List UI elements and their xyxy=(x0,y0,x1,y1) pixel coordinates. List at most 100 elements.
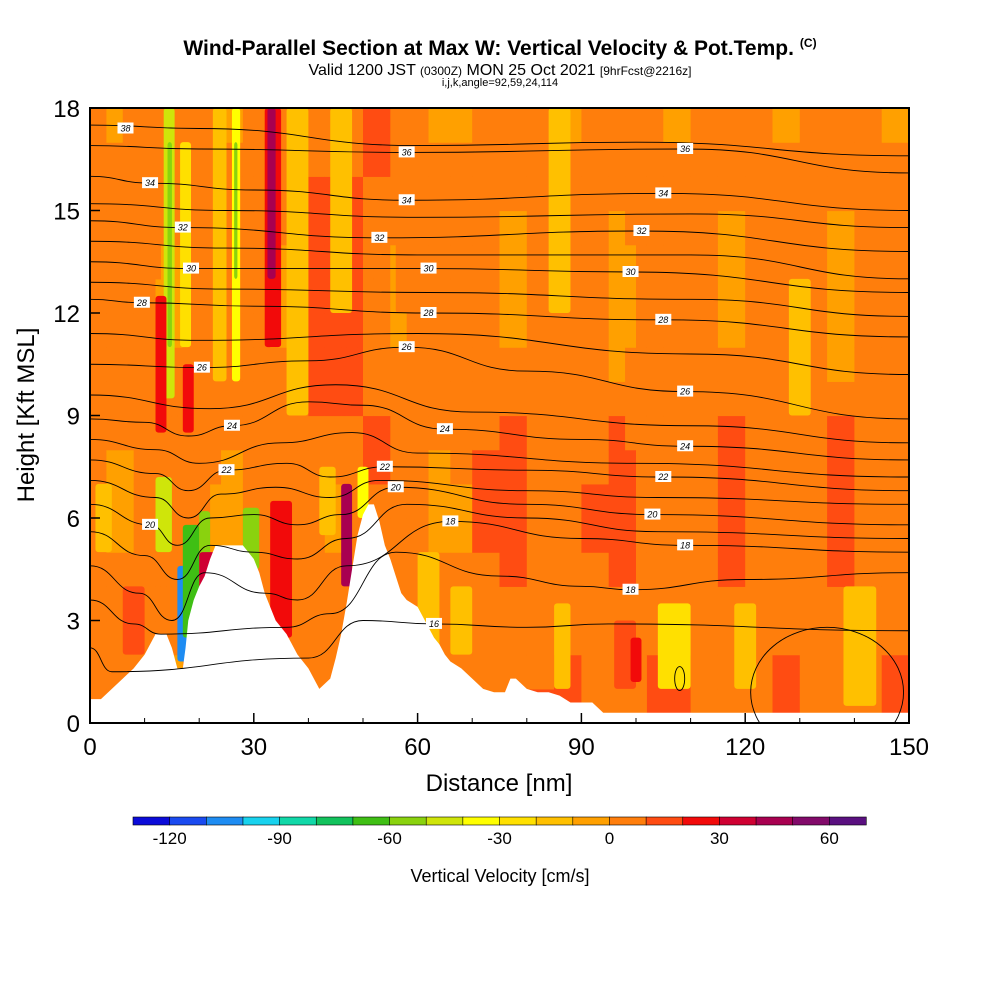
w-cell xyxy=(188,176,195,212)
w-cell xyxy=(881,108,909,143)
w-cell xyxy=(264,518,271,553)
w-cell xyxy=(406,415,430,451)
w-cell xyxy=(799,654,828,690)
w-cell xyxy=(472,313,501,348)
w-cell xyxy=(133,415,146,451)
w-cell xyxy=(499,449,528,485)
w-cell xyxy=(581,278,610,314)
w-cell xyxy=(150,415,157,451)
w-feature xyxy=(330,108,353,313)
w-cell xyxy=(827,415,855,451)
w-cell xyxy=(324,381,342,417)
w-cell xyxy=(160,415,168,451)
w-cell xyxy=(199,244,211,280)
w-cell xyxy=(745,415,774,451)
w-cell xyxy=(526,654,555,690)
w-cell xyxy=(854,313,883,348)
w-cell xyxy=(625,210,637,246)
w-cell xyxy=(608,449,626,485)
w-cell xyxy=(122,176,135,212)
w-cell xyxy=(144,278,151,314)
w-cell xyxy=(133,244,146,280)
w-cell xyxy=(881,483,909,519)
w-cell xyxy=(428,313,451,348)
theta-contour-25 xyxy=(90,384,909,444)
w-cell xyxy=(581,381,610,417)
w-cell xyxy=(199,449,211,485)
w-cell xyxy=(881,449,909,485)
w-cell xyxy=(352,483,359,519)
w-cell xyxy=(499,586,528,622)
chart-title: Wind-Parallel Section at Max W: Vertical… xyxy=(0,36,1000,61)
w-cell xyxy=(472,415,501,451)
w-cell xyxy=(171,449,178,485)
contour-label: 18 xyxy=(445,516,455,526)
w-cell xyxy=(854,210,883,246)
contour-label-bg xyxy=(655,471,672,482)
w-cell xyxy=(297,483,309,519)
w-cell xyxy=(772,176,801,212)
w-cell xyxy=(608,586,626,622)
w-cell xyxy=(133,142,146,177)
colorbar-swatch xyxy=(352,816,391,826)
w-cell xyxy=(144,313,151,348)
w-cell xyxy=(122,552,135,587)
w-cell xyxy=(188,415,195,451)
y-tick-label: 15 xyxy=(53,199,80,226)
w-cell xyxy=(155,415,162,451)
contour-label-bg xyxy=(142,177,159,189)
w-cell xyxy=(472,244,501,280)
colorbar-swatch xyxy=(829,816,867,826)
w-cell xyxy=(122,278,135,314)
theta-contour-19 xyxy=(90,503,909,580)
w-cell xyxy=(827,552,855,587)
contour-label: 24 xyxy=(439,424,450,434)
contour-label: 32 xyxy=(374,233,384,243)
w-cell xyxy=(373,347,391,382)
w-feature xyxy=(843,586,877,706)
y-tick-label: 12 xyxy=(53,301,80,328)
w-cell xyxy=(472,586,501,622)
w-cell xyxy=(231,449,244,485)
w-feature xyxy=(548,108,571,313)
w-cell xyxy=(406,518,430,553)
colorbar-swatch xyxy=(572,816,611,826)
w-cell xyxy=(281,176,288,212)
w-cell xyxy=(450,313,473,348)
w-cell xyxy=(625,381,637,417)
w-cell xyxy=(745,278,774,314)
colorbar-tick-label: -90 xyxy=(267,829,292,848)
w-cell xyxy=(171,552,178,587)
contour-label-bg xyxy=(622,266,639,277)
w-cell xyxy=(199,313,211,348)
w-cell xyxy=(270,381,277,417)
w-cell xyxy=(554,347,582,382)
w-cell xyxy=(608,347,626,382)
w-cell xyxy=(745,347,774,382)
w-cell xyxy=(171,176,178,212)
w-cell xyxy=(554,381,582,417)
w-cell xyxy=(799,244,828,280)
w-cell xyxy=(231,415,244,451)
w-cell xyxy=(799,142,828,177)
w-cell xyxy=(428,449,451,485)
x-axis-label: Distance [nm] xyxy=(426,770,573,797)
w-cell xyxy=(625,313,637,348)
w-cell xyxy=(346,381,353,417)
w-cell xyxy=(854,278,883,314)
theta-contour-30 xyxy=(90,261,909,293)
w-cell xyxy=(581,449,610,485)
w-cell xyxy=(881,381,909,417)
w-cell xyxy=(717,313,746,348)
w-cell xyxy=(193,142,200,177)
w-cell xyxy=(264,552,271,587)
w-cell xyxy=(373,278,391,314)
w-cell xyxy=(221,347,233,382)
w-cell xyxy=(133,552,146,587)
chart-subtitle: Valid 1200 JST (0300Z) MON 25 Oct 2021 [… xyxy=(0,62,1000,80)
w-cell xyxy=(690,518,719,553)
w-cell xyxy=(636,586,648,622)
w-cell xyxy=(581,108,610,143)
w-cell xyxy=(854,518,883,553)
w-cell xyxy=(581,483,610,519)
